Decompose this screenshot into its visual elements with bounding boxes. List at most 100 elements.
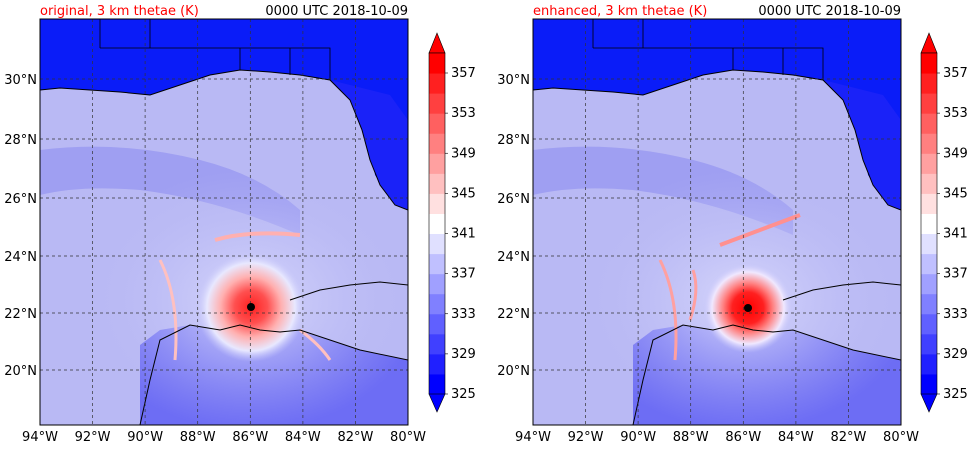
lat-tick-label: 30°N — [497, 73, 530, 88]
colorbar-segment — [429, 153, 445, 174]
lat-tick-label: 22°N — [4, 307, 37, 322]
lon-tick-label: 84°W — [778, 430, 814, 445]
colorbar-tick-label: 325 — [943, 387, 968, 402]
colorbar-segment — [429, 373, 445, 395]
lon-tick-label: 92°W — [75, 430, 111, 445]
lat-tick-label: 20°N — [497, 364, 530, 379]
colorbar-segment — [921, 53, 937, 74]
colorbar-segment — [429, 233, 445, 255]
lon-tick-label: 92°W — [568, 430, 604, 445]
map-frame — [532, 18, 902, 426]
colorbar-segment — [921, 133, 937, 154]
map-panel-enhanced — [532, 18, 902, 426]
lat-tick-label: 28°N — [4, 133, 37, 148]
lon-tick-label: 88°W — [180, 430, 216, 445]
state-borders — [592, 19, 824, 80]
colorbar-segment — [429, 193, 445, 214]
axis-ticks: 94°W 92°W 90°W 88°W 86°W 84°W 82°W 80°W 20°N 22°N… — [4, 73, 919, 445]
colorbar-segment — [921, 233, 937, 255]
rainband — [688, 269, 698, 321]
colorbar-tick-label: 345 — [451, 186, 476, 201]
colorbar-segment — [429, 93, 445, 114]
coastline-us — [40, 69, 408, 211]
lon-tick-label: 90°W — [620, 430, 656, 445]
colorbar-segment — [921, 193, 937, 214]
land-north — [40, 19, 408, 210]
colorbar-frame — [920, 52, 938, 395]
rainband — [658, 259, 678, 361]
colorbar-tick-label: 345 — [943, 186, 968, 201]
gridlines — [40, 19, 408, 425]
storm-center-marker — [744, 304, 752, 312]
colorbar-segment — [921, 353, 937, 375]
colorbar-segment — [921, 73, 937, 94]
lon-tick-label: 82°W — [830, 430, 866, 445]
colorbar-tick-label: 349 — [943, 146, 968, 161]
colorbar-segment — [921, 93, 937, 114]
colorbar-segment — [429, 333, 445, 355]
rainband — [158, 259, 178, 361]
storm-center-marker — [247, 303, 255, 311]
panel-title-left: original, 3 km thetae (K) — [40, 4, 199, 19]
colorbar-tick-label: 325 — [451, 387, 476, 402]
colorbar-segment — [429, 73, 445, 94]
lon-tick-label: 90°W — [127, 430, 163, 445]
panel-title-left: enhanced, 3 km thetae (K) — [533, 4, 707, 19]
lon-tick-label: 94°W — [515, 430, 551, 445]
lon-tick-label: 80°W — [883, 430, 919, 445]
colorbar-segment — [429, 273, 445, 295]
land-florida — [823, 80, 901, 210]
colorbar-segment — [921, 173, 937, 194]
colorbar-segment — [429, 173, 445, 194]
colorbar-tick-label: 329 — [943, 347, 968, 362]
colorbar-segment — [921, 253, 937, 275]
colorbar-tick-label: 337 — [451, 267, 476, 282]
rainband — [214, 231, 301, 242]
lat-tick-label: 26°N — [497, 192, 530, 207]
colorbar-segment — [921, 213, 937, 235]
colorbar-tick-label: 333 — [451, 307, 476, 322]
lat-tick-label: 28°N — [497, 133, 530, 148]
colorbar-tick-label: 357 — [451, 66, 476, 81]
colorbar-extend-max — [920, 32, 938, 54]
colorbar-tick-label: 341 — [943, 227, 968, 242]
lat-tick-label: 26°N — [4, 192, 37, 207]
coastline-cuba — [289, 281, 408, 301]
colorbar-segment — [429, 353, 445, 375]
colorbar-segment — [921, 113, 937, 134]
colorbar-segment — [429, 293, 445, 315]
colorbar-tick-label: 357 — [943, 66, 968, 81]
lon-tick-label: 80°W — [390, 430, 426, 445]
lon-tick-label: 86°W — [725, 430, 761, 445]
colorbar-segment — [429, 53, 445, 74]
colorbar-segment — [921, 153, 937, 174]
colorbars: 357 353 349 345 341 337 333 329 325 357 353 349 345 3… — [428, 32, 968, 413]
colorbar-tick-label: 353 — [451, 106, 476, 121]
colorbar-segment — [921, 293, 937, 315]
colorbar-segment — [921, 373, 937, 395]
colorbar-segment — [429, 213, 445, 235]
rainband — [719, 213, 801, 247]
colorbar-extend-min — [920, 393, 938, 413]
colorbar-frame — [428, 52, 446, 395]
state-borders — [99, 19, 331, 80]
colorbar-tick-label: 353 — [943, 106, 968, 121]
lon-tick-label: 86°W — [232, 430, 268, 445]
lon-tick-label: 84°W — [285, 430, 321, 445]
lat-tick-label: 30°N — [4, 73, 37, 88]
gridlines — [533, 19, 901, 425]
lon-tick-label: 94°W — [22, 430, 58, 445]
panel-title-right: 0000 UTC 2018-10-09 — [265, 4, 408, 19]
land-north — [533, 19, 901, 210]
colorbar-segment — [429, 253, 445, 275]
colorbar-segment — [429, 313, 445, 335]
colorbar-tick-label: 341 — [451, 227, 476, 242]
lon-tick-label: 82°W — [337, 430, 373, 445]
coastline-cuba — [782, 281, 901, 301]
colorbar-segment — [921, 273, 937, 295]
lat-tick-label: 24°N — [497, 250, 530, 265]
colorbar-segment — [921, 333, 937, 355]
lat-tick-label: 20°N — [4, 364, 37, 379]
map-panel-original — [39, 18, 409, 426]
